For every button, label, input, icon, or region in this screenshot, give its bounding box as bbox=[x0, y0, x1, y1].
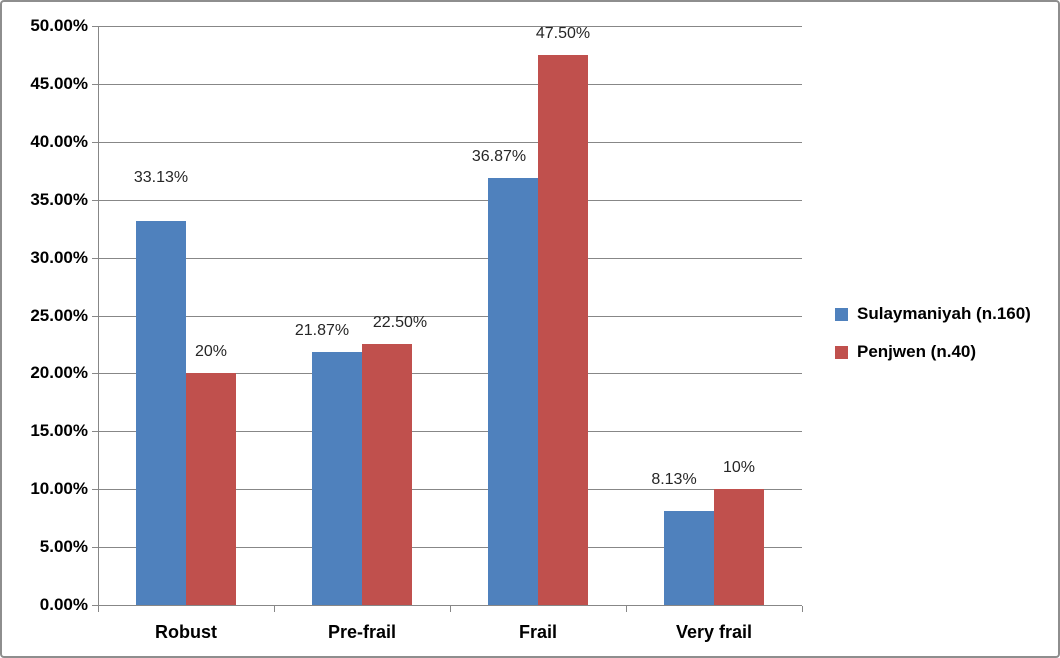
bar-sulaymaniyah-n-160--robust[interactable] bbox=[136, 221, 186, 605]
y-axis-tick-label: 30.00% bbox=[30, 248, 88, 267]
data-label: 33.13% bbox=[133, 169, 189, 186]
y-axis-tick bbox=[92, 489, 98, 490]
gridline bbox=[98, 200, 802, 201]
x-axis-category-label: Very frail bbox=[675, 622, 753, 642]
y-axis-tick bbox=[92, 431, 98, 432]
legend-item[interactable]: Penjwen (n.40) bbox=[835, 340, 1031, 364]
y-axis-line bbox=[98, 26, 99, 611]
legend-swatch-icon bbox=[835, 307, 848, 321]
bar-penjwen-n-40--very-frail[interactable] bbox=[714, 489, 764, 605]
bar-penjwen-n-40--frail[interactable] bbox=[538, 55, 588, 605]
bar-sulaymaniyah-n-160--pre-frail[interactable] bbox=[312, 352, 362, 605]
data-label: 8.13% bbox=[651, 471, 697, 488]
gridline bbox=[98, 142, 802, 143]
x-axis-category-label: Pre-frail bbox=[327, 622, 397, 642]
data-label: 10% bbox=[722, 459, 756, 476]
y-axis-tick-label: 10.00% bbox=[30, 479, 88, 498]
gridline bbox=[98, 431, 802, 432]
x-axis-category-label: Frail bbox=[518, 622, 558, 642]
data-label: 22.50% bbox=[372, 314, 428, 331]
x-axis-tick bbox=[98, 606, 99, 612]
x-axis-tick bbox=[274, 606, 275, 612]
y-axis-tick bbox=[92, 258, 98, 259]
y-axis-tick bbox=[92, 26, 98, 27]
y-axis-tick bbox=[92, 142, 98, 143]
y-axis-tick-label: 25.00% bbox=[30, 306, 88, 325]
data-label: 21.87% bbox=[294, 322, 350, 339]
y-axis-tick-label: 20.00% bbox=[30, 363, 88, 382]
y-axis-tick bbox=[92, 316, 98, 317]
x-axis-category-label: Robust bbox=[155, 622, 217, 642]
gridline bbox=[98, 258, 802, 259]
y-axis-tick-label: 45.00% bbox=[30, 74, 88, 93]
legend-swatch-icon bbox=[835, 345, 848, 359]
y-axis-tick bbox=[92, 547, 98, 548]
x-axis-tick bbox=[626, 606, 627, 612]
legend: Sulaymaniyah (n.160) Penjwen (n.40) bbox=[835, 302, 1031, 378]
bar-penjwen-n-40--pre-frail[interactable] bbox=[362, 344, 412, 605]
y-axis-tick bbox=[92, 200, 98, 201]
gridline bbox=[98, 547, 802, 548]
y-axis-tick bbox=[92, 605, 98, 606]
y-axis-tick-label: 35.00% bbox=[30, 190, 88, 209]
y-axis-tick bbox=[92, 84, 98, 85]
gridline bbox=[98, 489, 802, 490]
bar-sulaymaniyah-n-160--frail[interactable] bbox=[488, 178, 538, 605]
y-axis-tick-label: 15.00% bbox=[30, 421, 88, 440]
bar-penjwen-n-40--robust[interactable] bbox=[186, 373, 236, 605]
y-axis-tick-label: 40.00% bbox=[30, 132, 88, 151]
x-axis-line bbox=[98, 605, 802, 606]
x-axis-tick bbox=[450, 606, 451, 612]
y-axis-tick-label: 50.00% bbox=[30, 16, 88, 35]
y-axis-tick bbox=[92, 373, 98, 374]
legend-label: Sulaymaniyah (n.160) bbox=[857, 304, 1031, 323]
data-label: 20% bbox=[194, 343, 228, 360]
data-label: 47.50% bbox=[535, 25, 591, 42]
gridline bbox=[98, 316, 802, 317]
data-label: 36.87% bbox=[471, 148, 527, 165]
y-axis-tick-label: 5.00% bbox=[39, 537, 88, 556]
gridline bbox=[98, 373, 802, 374]
bar-sulaymaniyah-n-160--very-frail[interactable] bbox=[664, 511, 714, 605]
gridline bbox=[98, 84, 802, 85]
legend-item[interactable]: Sulaymaniyah (n.160) bbox=[835, 302, 1031, 326]
gridline bbox=[98, 26, 802, 27]
legend-label: Penjwen (n.40) bbox=[857, 342, 977, 361]
x-axis-tick bbox=[802, 606, 803, 612]
y-axis-tick-label: 0.00% bbox=[39, 595, 88, 614]
